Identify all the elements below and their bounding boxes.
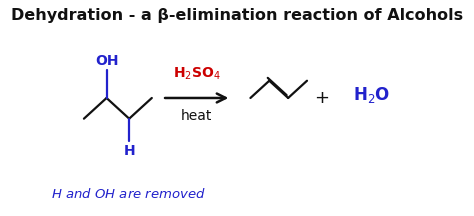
Text: OH: OH — [95, 54, 118, 68]
Text: H: H — [123, 144, 135, 158]
Text: H$_2$SO$_4$: H$_2$SO$_4$ — [173, 65, 220, 82]
Text: Dehydration - a β-elimination reaction of Alcohols: Dehydration - a β-elimination reaction o… — [11, 8, 463, 23]
Text: H$_2$O: H$_2$O — [353, 86, 390, 105]
Text: heat: heat — [181, 109, 212, 123]
Text: +: + — [314, 89, 329, 107]
Text: $\mathit{H}$ and $\mathit{OH}$ are removed: $\mathit{H}$ and $\mathit{OH}$ are remov… — [51, 187, 206, 201]
